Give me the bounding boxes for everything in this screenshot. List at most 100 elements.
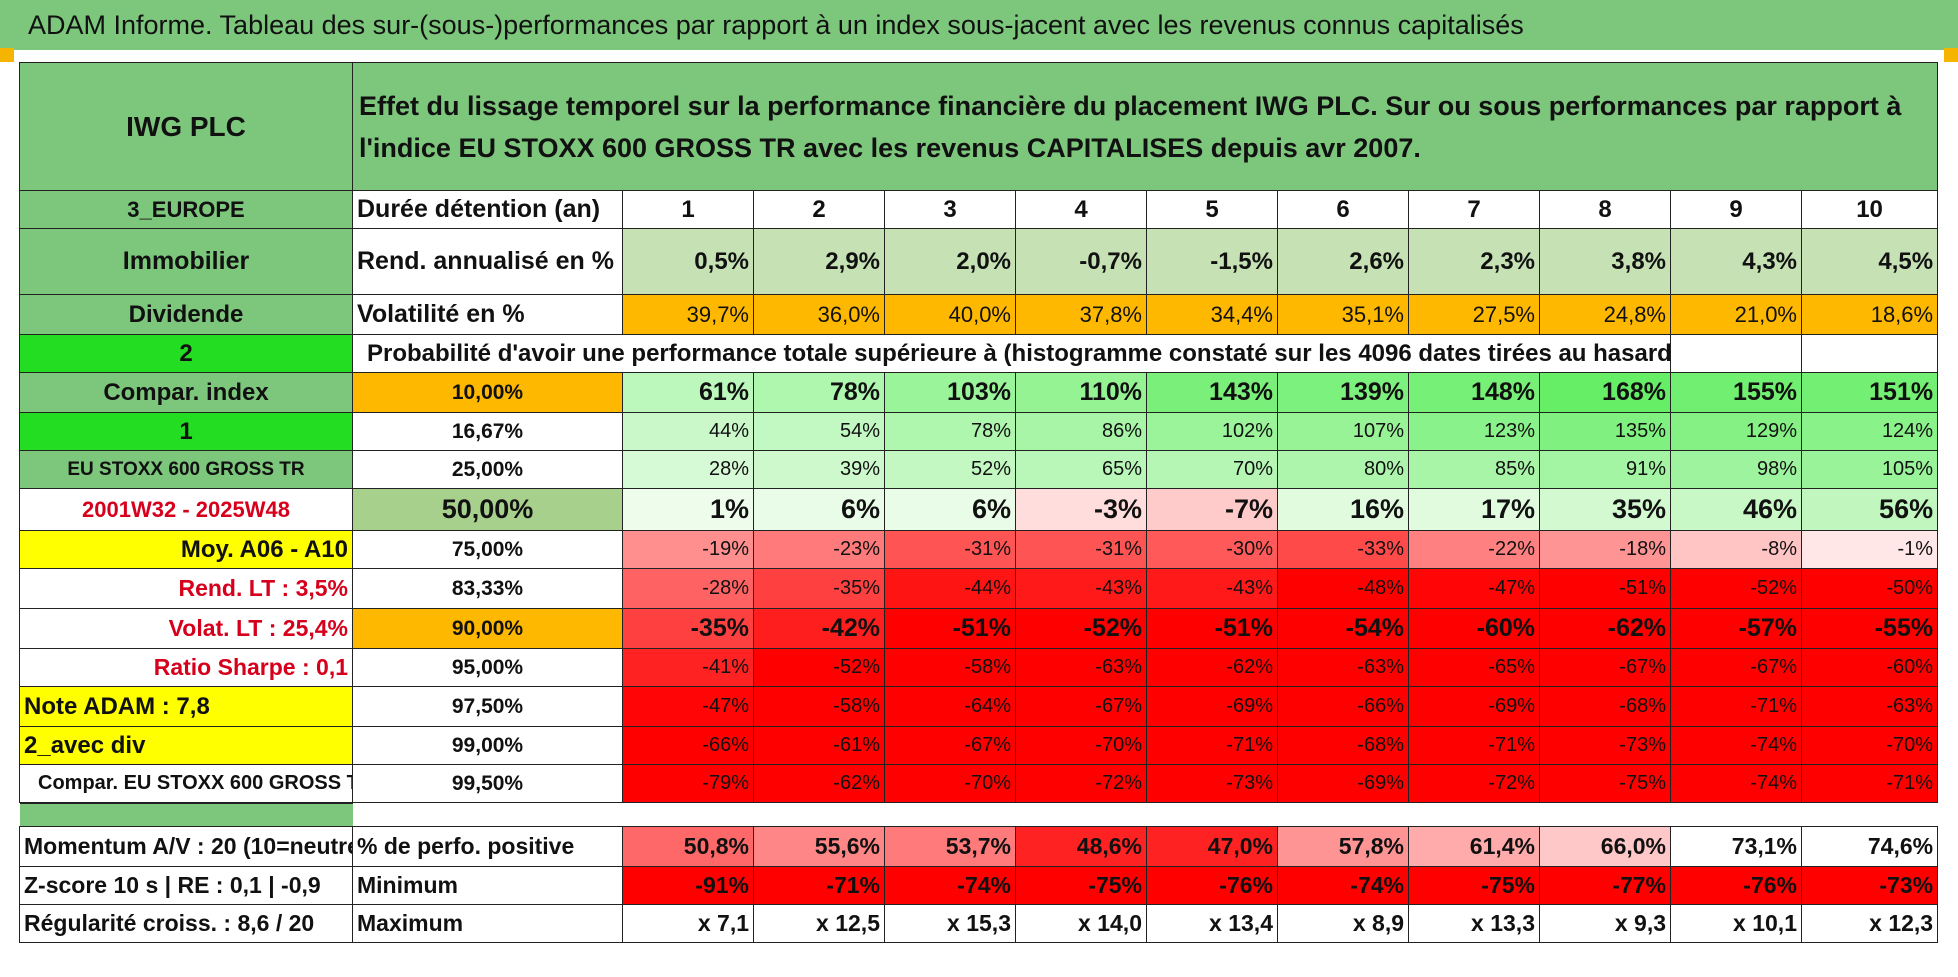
corner-marker-left — [0, 48, 14, 62]
stat-value: -76% — [1146, 866, 1278, 905]
prob-value: -64% — [884, 686, 1016, 727]
prob-value: 16% — [1277, 488, 1409, 531]
rend-value: 0,5% — [622, 228, 754, 295]
stat-value: x 13,3 — [1408, 904, 1540, 943]
stat-value: x 9,3 — [1539, 904, 1671, 943]
prob-value: -52% — [753, 648, 885, 687]
prob-value: -63% — [1800, 686, 1939, 727]
prob-value: -51% — [1146, 608, 1278, 649]
duree-label: Durée détention (an) — [352, 190, 623, 229]
rend-value: 2,6% — [1277, 228, 1409, 295]
prob-value: 135% — [1539, 412, 1671, 451]
sharpe-label: Ratio Sharpe : 0,1 — [19, 648, 353, 687]
vol-value: 24,8% — [1539, 294, 1671, 335]
prob-value: 78% — [753, 372, 885, 413]
prob-value: -69% — [1408, 686, 1540, 727]
prob-row: Compar. index 10,00% 61% 78% 103% 110% 143% 139… — [19, 372, 1939, 413]
region-label: 3_EUROPE — [19, 190, 353, 229]
prob-value: -1% — [1800, 530, 1939, 569]
vol-value: 37,8% — [1015, 294, 1147, 335]
avec-div-label: 2_avec div — [19, 726, 353, 765]
blank-cell — [1670, 334, 1802, 373]
year-cell: 1 — [622, 190, 754, 229]
vol-value: 40,0% — [884, 294, 1016, 335]
prob-value: -58% — [753, 686, 885, 727]
prob-value: 70% — [1146, 450, 1278, 489]
prob-value: 129% — [1670, 412, 1802, 451]
year-cell: 5 — [1146, 190, 1278, 229]
prob-row: 2001W32 - 2025W48 50,00% 1% 6% 6% -3% -7% 16% 17… — [19, 488, 1939, 531]
stat-value: -75% — [1408, 866, 1540, 905]
year-cell: 4 — [1015, 190, 1147, 229]
prob-value: -57% — [1670, 608, 1802, 649]
selector-value-1[interactable]: 1 — [19, 412, 353, 451]
selector-value-2[interactable]: 2 — [19, 334, 353, 373]
prob-value: -60% — [1800, 648, 1939, 687]
prob-value: -3% — [1015, 488, 1147, 531]
stat-value: 57,8% — [1277, 826, 1409, 867]
rend-value: -1,5% — [1146, 228, 1278, 295]
prob-value: 44% — [622, 412, 754, 451]
prob-value: -55% — [1800, 608, 1939, 649]
report-banner: ADAM Informe. Tableau des sur-(sous-)per… — [0, 0, 1958, 50]
prob-value: -72% — [1408, 764, 1540, 803]
prob-value: 91% — [1539, 450, 1671, 489]
prob-value: 39% — [753, 450, 885, 489]
prob-value: -60% — [1408, 608, 1540, 649]
prob-value: -62% — [1539, 608, 1671, 649]
prob-value: -52% — [1015, 608, 1147, 649]
prob-value: -74% — [1670, 726, 1802, 765]
rend-value: 3,8% — [1539, 228, 1671, 295]
prob-value: 110% — [1015, 372, 1147, 413]
stat-value: x 14,0 — [1015, 904, 1147, 943]
performance-table: IWG PLC Effet du lissage temporel sur la… — [19, 62, 1939, 803]
rend-value: 4,3% — [1670, 228, 1802, 295]
stat-value: x 8,9 — [1277, 904, 1409, 943]
prob-value: 46% — [1670, 488, 1802, 531]
prob-value: 80% — [1277, 450, 1409, 489]
threshold-cell: 83,33% — [352, 568, 623, 609]
stats-table: Momentum A/V : 20 (10=neutre)% de perfo.… — [19, 803, 1939, 943]
year-cell: 8 — [1539, 190, 1671, 229]
period-label: 2001W32 - 2025W48 — [19, 488, 353, 531]
prob-value: -50% — [1800, 568, 1939, 609]
stat-value: 73,1% — [1670, 826, 1802, 867]
prob-value: -58% — [884, 648, 1016, 687]
prob-value: -54% — [1277, 608, 1409, 649]
threshold-cell: 16,67% — [352, 412, 623, 451]
prob-value: -35% — [622, 608, 754, 649]
threshold-cell: 95,00% — [352, 648, 623, 687]
prob-value: 28% — [622, 450, 754, 489]
vol-value: 39,7% — [622, 294, 754, 335]
stat-value: 55,6% — [753, 826, 885, 867]
stat-value: x 15,3 — [884, 904, 1016, 943]
threshold-cell: 25,00% — [352, 450, 623, 489]
prob-row: Moy. A06 - A10 75,00% -19% -23% -31% -31% -30%… — [19, 530, 1939, 569]
stat-value: 66,0% — [1539, 826, 1671, 867]
prob-value: -70% — [884, 764, 1016, 803]
stat-label: Momentum A/V : 20 (10=neutre) — [19, 826, 353, 867]
stat-value: 61,4% — [1408, 826, 1540, 867]
threshold-cell: 10,00% — [352, 372, 623, 413]
prob-value: 102% — [1146, 412, 1278, 451]
prob-value: -31% — [1015, 530, 1147, 569]
prob-value: -71% — [1800, 764, 1939, 803]
rend-value: 2,3% — [1408, 228, 1540, 295]
stat-value: -74% — [884, 866, 1016, 905]
minimum-row: Z-score 10 s | RE : 0,1 | -0,9 Minimum -91… — [19, 866, 1939, 905]
prob-label: Probabilité d'avoir une performance tota… — [352, 334, 1671, 373]
vol-label: Volatilité en % — [352, 294, 623, 335]
stat-value: -76% — [1670, 866, 1802, 905]
prob-value: 105% — [1800, 450, 1939, 489]
prob-value: 65% — [1015, 450, 1147, 489]
prob-value: -66% — [1277, 686, 1409, 727]
prob-row: 2_avec div 99,00% -66% -61% -67% -70% -71% -68%… — [19, 726, 1939, 765]
stat-value: x 12,5 — [753, 904, 885, 943]
prob-value: -71% — [1408, 726, 1540, 765]
year-cell: 2 — [753, 190, 885, 229]
performance-table-frame: IWG PLC Effet du lissage temporel sur la… — [19, 62, 1939, 971]
threshold-cell: 50,00% — [352, 488, 623, 531]
prob-value: -61% — [753, 726, 885, 765]
prob-row: Compar. EU STOXX 600 GROSS TR 99,50% -79% -… — [19, 764, 1939, 803]
